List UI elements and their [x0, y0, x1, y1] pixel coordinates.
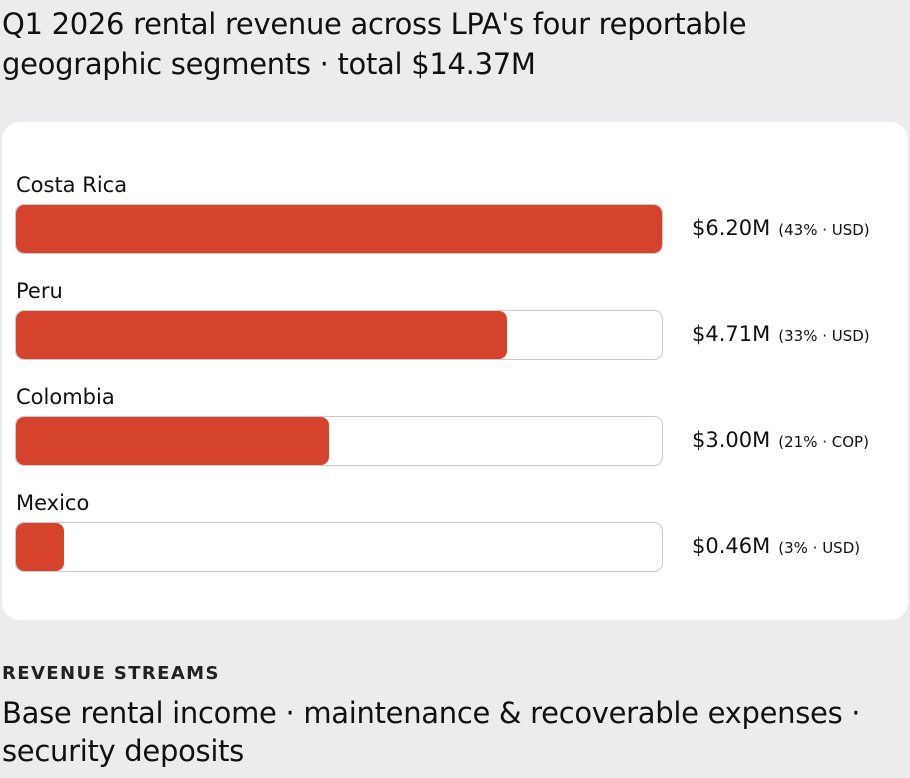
bar-value-group-costa-rica: $6.20M (43% · USD) — [692, 216, 870, 240]
revenue-streams-text: Base rental income · maintenance & recov… — [2, 696, 861, 768]
chart-title: Q1 2026 rental revenue across LPA's four… — [2, 7, 747, 81]
bar-label-mexico: Mexico — [16, 491, 90, 515]
bar-value-colombia: $3.00M — [692, 428, 771, 452]
bar-mexico — [16, 523, 64, 571]
bar-track-mexico — [15, 522, 663, 572]
chart-card: Costa Rica $6.20M (43% · USD) Peru $4.71M (33… — [2, 122, 908, 620]
bar-label-colombia: Colombia — [16, 385, 115, 409]
bar-value-peru: $4.71M — [692, 322, 771, 346]
bar-costa-rica — [16, 205, 662, 253]
bar-value-group-mexico: $0.46M (3% · USD) — [692, 534, 860, 558]
bar-detail-peru: (33% · USD) — [778, 327, 870, 345]
bar-value-group-peru: $4.71M (33% · USD) — [692, 322, 870, 346]
bar-peru — [16, 311, 507, 359]
bar-track-colombia — [15, 416, 663, 466]
bar-track-peru — [15, 310, 663, 360]
bar-value-costa-rica: $6.20M — [692, 216, 771, 240]
bar-detail-costa-rica: (43% · USD) — [778, 221, 870, 239]
bar-track-costa-rica — [15, 204, 663, 254]
bar-colombia — [16, 417, 329, 465]
bar-label-costa-rica: Costa Rica — [16, 173, 128, 197]
bar-detail-colombia: (21% · COP) — [778, 433, 869, 451]
revenue-streams-heading: REVENUE STREAMS — [2, 663, 220, 684]
bar-detail-mexico: (3% · USD) — [778, 539, 861, 557]
bar-value-mexico: $0.46M — [692, 534, 771, 558]
bar-value-group-colombia: $3.00M (21% · COP) — [692, 428, 869, 452]
bar-label-peru: Peru — [16, 279, 63, 303]
